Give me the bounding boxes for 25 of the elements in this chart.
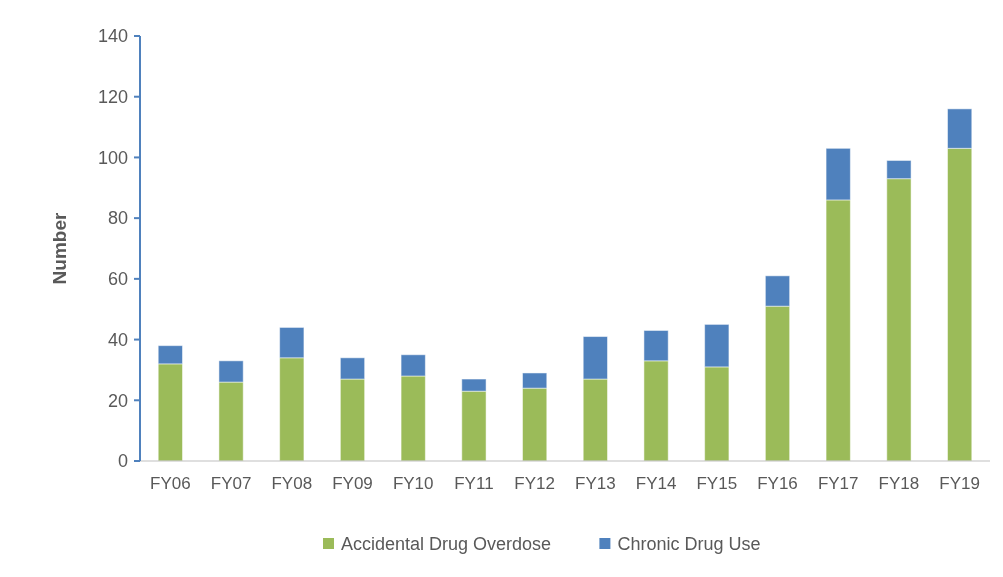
y-tick-label: 80 — [107, 208, 128, 229]
x-tick-label: FY14 — [635, 474, 677, 493]
x-tick-label: FY13 — [575, 474, 616, 493]
x-tick-label: FY12 — [514, 474, 555, 493]
x-tick-label: FY07 — [210, 474, 252, 493]
x-tick-label: FY15 — [696, 474, 738, 493]
x-tick-label: FY16 — [757, 474, 798, 493]
y-tick-label: 60 — [107, 269, 128, 290]
y-tick-label: 120 — [97, 87, 128, 108]
x-tick-label: FY17 — [817, 474, 859, 493]
legend-label: Chronic Drug Use — [617, 534, 761, 555]
x-tick-label: FY18 — [878, 474, 920, 493]
x-tick-label: FY19 — [939, 474, 980, 493]
y-tick-label: 0 — [117, 451, 128, 472]
y-axis-title: Number — [49, 212, 70, 285]
legend-label: Accidental Drug Overdose — [341, 534, 552, 555]
y-tick-label: 100 — [97, 147, 128, 168]
x-tick-label: FY08 — [271, 474, 313, 493]
x-tick-label: FY10 — [392, 474, 434, 493]
y-tick-label: 40 — [107, 329, 128, 350]
x-tick-label: FY11 — [454, 474, 494, 493]
x-tick-label: FY06 — [150, 474, 191, 493]
y-tick-label: 140 — [97, 26, 128, 47]
y-tick-label: 20 — [107, 390, 128, 411]
x-tick-label: FY09 — [332, 474, 373, 493]
